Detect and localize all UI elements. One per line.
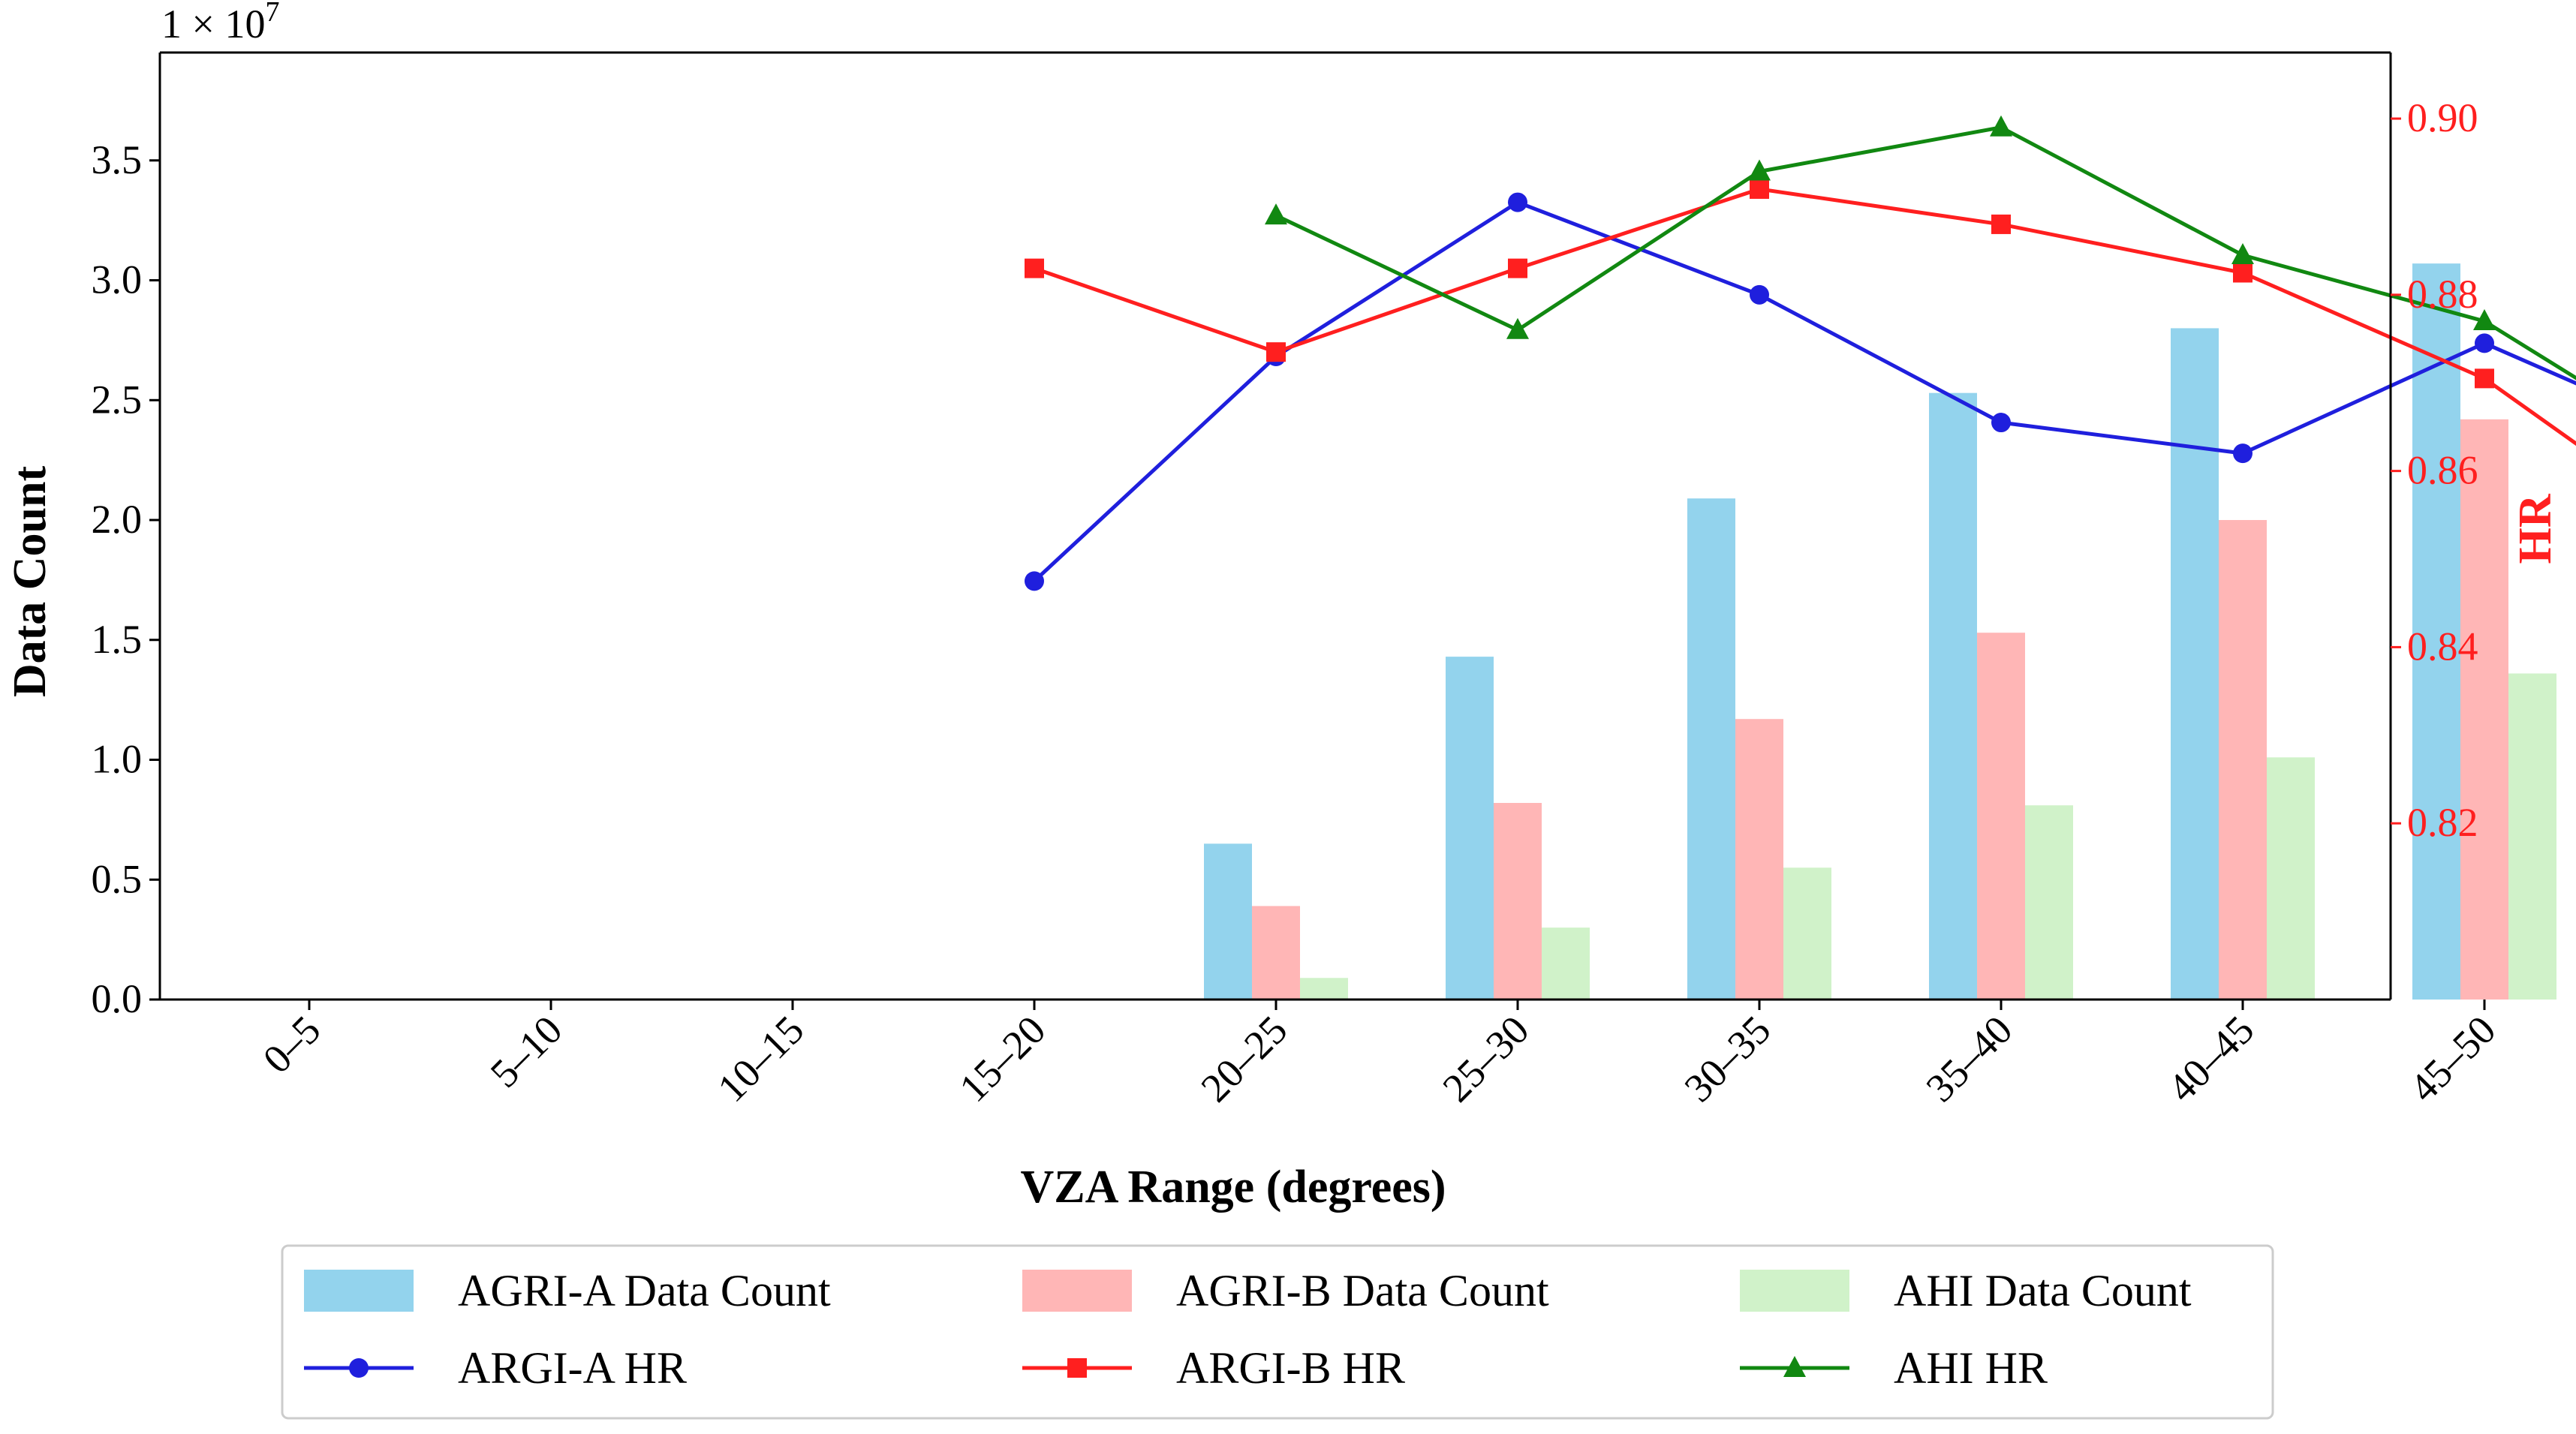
point-argi-b-hr-15–20	[1025, 258, 1044, 278]
legend-swatch	[304, 1270, 414, 1312]
point-argi-a-hr-30–35	[1750, 284, 1769, 305]
y-axis-label: Data Count	[5, 465, 56, 697]
x-tick-label: 5–10	[482, 1007, 571, 1096]
legend: AGRI-A Data Count AGRI-B Data Count AHI Da…	[281, 1244, 2274, 1420]
bar-ahi-data-count-40–45	[2267, 757, 2315, 1000]
x-axis-label: VZA Range (degrees)	[1020, 1162, 1446, 1213]
x-tick-label: 20–25	[1193, 1007, 1296, 1111]
line-layer	[1025, 115, 2576, 591]
bar-agri-b-data-count-25–30	[1494, 803, 1542, 1000]
legend-label: ARGI-A HR	[458, 1343, 687, 1393]
point-ahi-hr-25–30	[1506, 317, 1529, 339]
legend-label: AGRI-A Data Count	[458, 1266, 831, 1315]
bar-agri-a-data-count-30–35	[1687, 498, 1735, 1000]
bar-ahi-data-count-45–50	[2508, 673, 2556, 1000]
bar-ahi-data-count-30–35	[1783, 867, 1831, 1000]
bar-agri-a-data-count-35–40	[1929, 392, 1977, 1000]
bar-agri-a-data-count-45–50	[2412, 263, 2460, 1000]
point-ahi-hr-35–40	[1990, 115, 2012, 137]
point-argi-a-hr-15–20	[1025, 571, 1044, 591]
point-argi-b-hr-35–40	[1991, 214, 2011, 234]
legend-label: AGRI-B Data Count	[1176, 1266, 1549, 1315]
point-ahi-hr-40–45	[2231, 243, 2254, 265]
legend-marker	[1067, 1358, 1087, 1378]
x-tick-label: 15–20	[951, 1007, 1055, 1111]
point-argi-a-hr-25–30	[1508, 192, 1527, 212]
y-tick-label: 2.0	[92, 497, 143, 542]
x-tick-label: 45–50	[2401, 1007, 2505, 1111]
bar-layer	[1204, 263, 2556, 1000]
x-tick-label: 25–30	[1434, 1007, 1538, 1111]
bar-agri-b-data-count-20–25	[1252, 906, 1300, 1000]
bar-agri-a-data-count-40–45	[2171, 328, 2219, 1000]
y-tick-label: 2.5	[92, 377, 143, 422]
x-tick-label: 35–40	[1918, 1007, 2021, 1111]
point-ahi-hr-20–25	[1265, 203, 1287, 225]
point-argi-a-hr-40–45	[2233, 443, 2252, 464]
bar-agri-b-data-count-35–40	[1977, 633, 2025, 1000]
legend-marker	[1783, 1356, 1806, 1377]
y-tick-label: 0.5	[92, 856, 143, 901]
x-tick-label: 40–45	[2159, 1007, 2263, 1111]
y-tick-label: 3.0	[92, 257, 143, 302]
point-argi-b-hr-40–45	[2233, 263, 2252, 283]
point-argi-b-hr-20–25	[1266, 342, 1286, 362]
point-argi-a-hr-35–40	[1991, 413, 2011, 433]
y2-tick-label: 0.88	[2407, 272, 2478, 317]
bar-agri-a-data-count-20–25	[1204, 843, 1252, 1000]
bar-agri-b-data-count-40–45	[2219, 520, 2267, 1000]
bar-agri-b-data-count-30–35	[1735, 719, 1783, 1000]
point-ahi-hr-30–35	[1748, 159, 1771, 181]
bar-agri-b-data-count-45–50	[2460, 419, 2508, 1000]
y2-axis-label: HR	[2510, 493, 2561, 564]
bar-ahi-data-count-20–25	[1300, 978, 1348, 1000]
bar-ahi-data-count-35–40	[2025, 805, 2073, 1000]
x-tick-label: 0–5	[254, 1007, 330, 1082]
y2-tick-label: 0.82	[2407, 800, 2478, 845]
bar-agri-a-data-count-25–30	[1446, 657, 1494, 1000]
y-tick-label: 0.0	[92, 976, 143, 1021]
point-argi-b-hr-30–35	[1750, 179, 1769, 199]
line-argi-a-hr	[1033, 200, 2576, 583]
point-argi-b-hr-25–30	[1508, 258, 1527, 278]
x-tick-label: 10–15	[709, 1007, 813, 1111]
legend-swatch	[1740, 1270, 1849, 1312]
y-tick-label: 1.5	[92, 617, 143, 662]
legend-marker	[349, 1358, 369, 1378]
legend-label: ARGI-B HR	[1176, 1343, 1405, 1393]
point-ahi-hr-45–50	[2473, 309, 2496, 331]
point-argi-a-hr-45–50	[2475, 333, 2494, 353]
legend-swatch	[1022, 1270, 1132, 1312]
y-tick-label: 3.5	[92, 137, 143, 182]
y2-tick-label: 0.86	[2407, 448, 2478, 493]
x-tick-label: 30–35	[1676, 1007, 1780, 1111]
y2-tick-label: 0.84	[2407, 624, 2478, 669]
legend-label: AHI Data Count	[1894, 1266, 2192, 1315]
y2-tick-label: 0.90	[2407, 95, 2478, 140]
y-tick-label: 1.0	[92, 737, 143, 782]
point-argi-b-hr-45–50	[2475, 368, 2494, 389]
bar-ahi-data-count-25–30	[1542, 927, 1590, 1000]
y-multiplier-label: 1 × 107	[161, 0, 279, 47]
legend-label: AHI HR	[1894, 1343, 2048, 1393]
